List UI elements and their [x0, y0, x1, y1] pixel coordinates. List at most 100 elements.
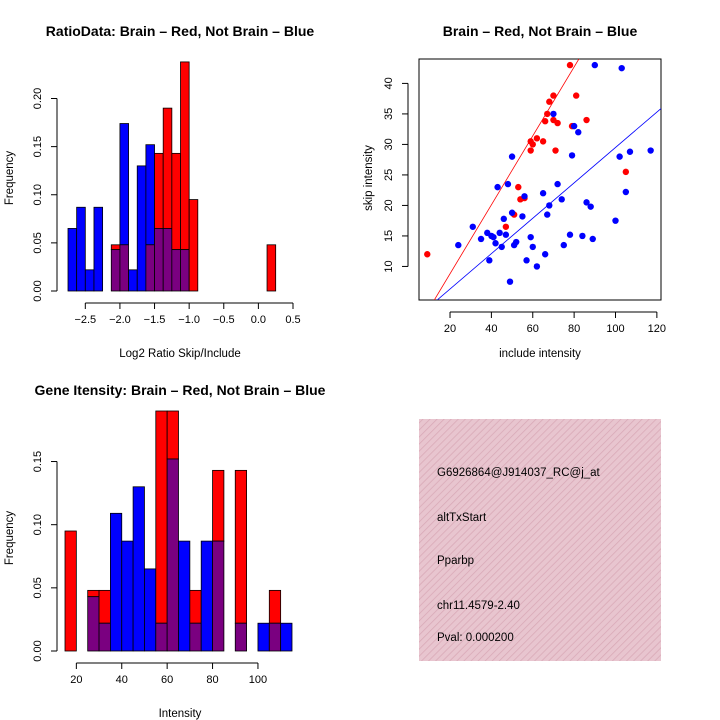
brain-point — [515, 183, 522, 191]
not-brain-point — [494, 183, 501, 191]
ratio-histogram-x-tick-label: −1.5 — [144, 314, 166, 326]
intensity-histogram-y-tick-label: 0.00 — [32, 640, 44, 661]
intensity-histogram-ylabel: Frequency — [4, 511, 16, 566]
not-brain-point — [566, 231, 574, 238]
intensity-histogram-not-brain-bar — [144, 568, 157, 652]
ratio-histogram-not-brain-bar — [136, 165, 147, 292]
brain-point — [572, 92, 580, 99]
not-brain-point — [618, 64, 625, 72]
not-brain-point — [622, 188, 630, 196]
not-brain-point — [587, 203, 594, 210]
brain-point — [544, 110, 551, 118]
intensity-scatter-x-tick-label: 80 — [568, 323, 580, 335]
not-brain-point — [500, 215, 508, 223]
ratio-histogram-not-brain-bar — [128, 269, 138, 292]
not-brain-point — [502, 231, 510, 238]
ratio-histogram-brain-bar — [171, 152, 181, 251]
intensity-scatter-x-tick-label: 60 — [527, 323, 539, 335]
intensity-histogram-x-tick-label: 20 — [70, 674, 82, 686]
intensity-histogram-xlabel: Intensity — [159, 708, 202, 720]
intensity-histogram-x-tick-label: 40 — [116, 674, 128, 686]
intensity-scatter-y-tick-label: 10 — [383, 260, 395, 272]
intensity-histogram-overlap-bar — [212, 540, 225, 652]
intensity-histogram-not-brain-bar — [132, 486, 145, 652]
locus-text: chr11.4579-2.40 — [437, 600, 520, 612]
intensity-scatter-x-tick-label: 40 — [485, 323, 497, 335]
ratio-histogram-y-tick-label: 0.20 — [32, 88, 44, 109]
not-brain-point — [523, 257, 530, 264]
info-panel: G6926864@J914037_RC@j_at altTxStart Ppar… — [419, 419, 661, 661]
ratio-histogram-not-brain-bar — [119, 123, 129, 246]
not-brain-point — [513, 238, 520, 246]
not-brain-point — [570, 122, 578, 130]
brain-point — [533, 135, 541, 142]
not-brain-point — [492, 240, 499, 247]
not-brain-point — [589, 235, 596, 243]
ratio-histogram-not-brain-bar — [93, 206, 104, 292]
intensity-histogram-not-brain-bar — [121, 540, 134, 652]
intensity-scatter-ylabel: skip intensity — [363, 145, 375, 211]
not-brain-point — [544, 211, 551, 218]
brain-point — [622, 168, 630, 176]
ratio-histogram-xlabel: Log2 Ratio Skip/Include — [119, 348, 240, 360]
brain-fit-line — [433, 59, 580, 300]
not-brain-point — [612, 217, 619, 224]
not-brain-point — [529, 243, 536, 251]
intensity-histogram-overlap-bar — [166, 458, 179, 652]
ratio-histogram-not-brain-bar — [84, 269, 95, 292]
event-type-text: altTxStart — [437, 512, 487, 524]
brain-point — [529, 141, 536, 148]
intensity-scatter-panel: Brain – Red, Not Brain – Blue 20 40 60 80 10… — [363, 23, 666, 360]
ratio-histogram-x-tick-label: −2.5 — [74, 314, 96, 326]
intensity-histogram-panel: Gene Itensity: Brain – Red, Not Brain – … — [4, 382, 326, 720]
intensity-scatter-y-tick-label: 25 — [383, 169, 395, 181]
ratio-histogram-x-tick-label: −0.5 — [213, 314, 235, 326]
ratio-histogram-x-tick-label: −2.0 — [109, 314, 131, 326]
ratio-histogram-brain-bar — [188, 199, 199, 292]
ratio-histogram-panel: RatioData: Brain – Red, Not Brain – Blue… — [4, 23, 314, 360]
not-brain-point — [504, 180, 512, 188]
ratio-histogram-x-tick-label: 0.0 — [251, 314, 266, 326]
not-brain-point — [527, 233, 534, 241]
ratio-histogram-overlap-bar — [145, 244, 155, 292]
ratio-histogram-overlap-bar — [154, 228, 164, 292]
intensity-histogram-not-brain-bar — [178, 540, 191, 652]
intensity-histogram-brain-bar — [87, 589, 100, 598]
pval-text: Pval: 0.000200 — [437, 632, 514, 644]
intensity-scatter-y-tick-label: 15 — [383, 230, 395, 242]
not-brain-point — [546, 202, 553, 209]
intensity-histogram-brain-bar — [64, 530, 77, 652]
not-brain-point — [533, 263, 541, 270]
not-brain-point — [519, 213, 526, 220]
ratio-histogram-x-tick-label: −1.0 — [178, 314, 200, 326]
not-brain-point — [575, 129, 582, 136]
gene-symbol-text: Pparbp — [437, 555, 474, 567]
intensity-scatter-x-tick-label: 100 — [606, 323, 624, 335]
not-brain-point — [455, 241, 462, 249]
not-brain-point — [521, 193, 528, 200]
ratio-histogram-x-tick-label: 0.5 — [285, 314, 300, 326]
intensity-histogram-not-brain-bar — [110, 512, 123, 652]
intensity-scatter-x-tick-label: 120 — [648, 323, 666, 335]
not-brain-point — [558, 196, 565, 203]
not-brain-point — [469, 223, 476, 230]
intensity-histogram-overlap-bar — [98, 622, 111, 652]
intensity-scatter-plot: 20 40 60 80 100 120 10 15 20 25 30 35 40 — [383, 58, 666, 335]
brain-point — [583, 116, 590, 124]
intensity-scatter-xlabel: include intensity — [499, 348, 581, 360]
ratio-histogram-title: RatioData: Brain – Red, Not Brain – Blue — [46, 23, 315, 39]
not-brain-point — [541, 251, 549, 258]
not-brain-point — [486, 257, 493, 264]
not-brain-point — [550, 110, 557, 118]
brain-point — [527, 147, 534, 154]
intensity-histogram-x-tick-label: 80 — [206, 674, 218, 686]
intensity-histogram-brain-bar — [189, 589, 202, 624]
intensity-scatter-y-tick-label: 40 — [383, 77, 395, 89]
not-brain-fit-line — [436, 108, 661, 300]
info-panel-background — [419, 419, 661, 661]
probe-id-text: G6926864@J914037_RC@j_at — [437, 467, 601, 479]
ratio-histogram-y-tick-label: 0.00 — [32, 280, 44, 301]
not-brain-point — [539, 190, 547, 197]
brain-point — [541, 118, 549, 125]
ratio-histogram-overlap-bar — [119, 244, 129, 292]
